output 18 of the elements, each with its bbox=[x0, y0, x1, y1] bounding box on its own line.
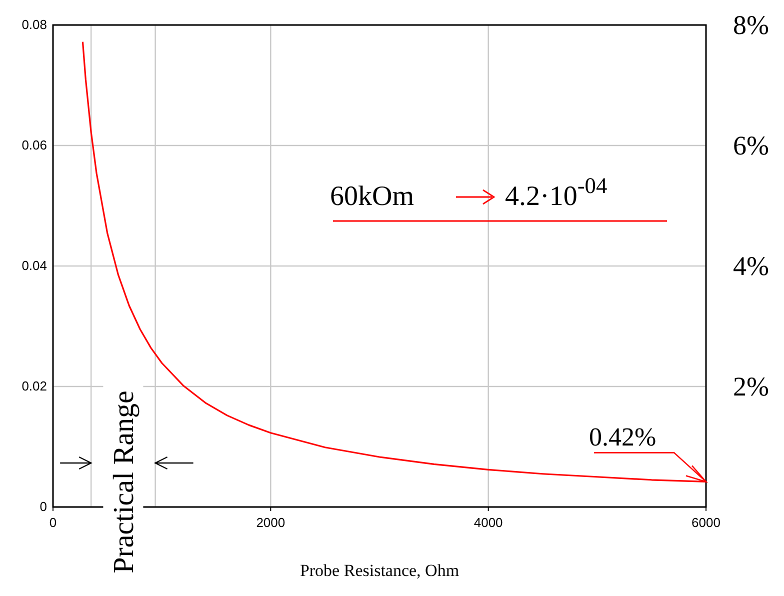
y-tick-label: 0.08 bbox=[22, 17, 47, 32]
y-tick-label: 0.04 bbox=[22, 258, 47, 273]
x-tick-label: 6000 bbox=[692, 515, 720, 530]
y2-tick-label: 8% bbox=[733, 10, 769, 40]
x-tick-label: 2000 bbox=[256, 515, 286, 530]
y2-tick-label: 6% bbox=[733, 130, 769, 160]
y-tick-label: 0.02 bbox=[22, 378, 47, 394]
y-tick-label: 0.06 bbox=[22, 138, 47, 152]
y-tick-label: 0 bbox=[40, 499, 47, 514]
annotation: 4.2·10$^{-04}$ bbox=[505, 172, 608, 212]
annotation: 0.42% bbox=[589, 422, 656, 452]
annotation: 60kOm bbox=[330, 181, 414, 212]
annotation: Practical Range bbox=[108, 390, 140, 574]
y2-tick-label: 2% bbox=[733, 372, 769, 402]
x-tick-label: 0 bbox=[49, 515, 57, 530]
x-axis-title: Probe Resistance, Ohm bbox=[300, 561, 460, 580]
y2-tick-label: 4% bbox=[733, 251, 769, 281]
x-tick-label: 4000 bbox=[474, 515, 503, 530]
